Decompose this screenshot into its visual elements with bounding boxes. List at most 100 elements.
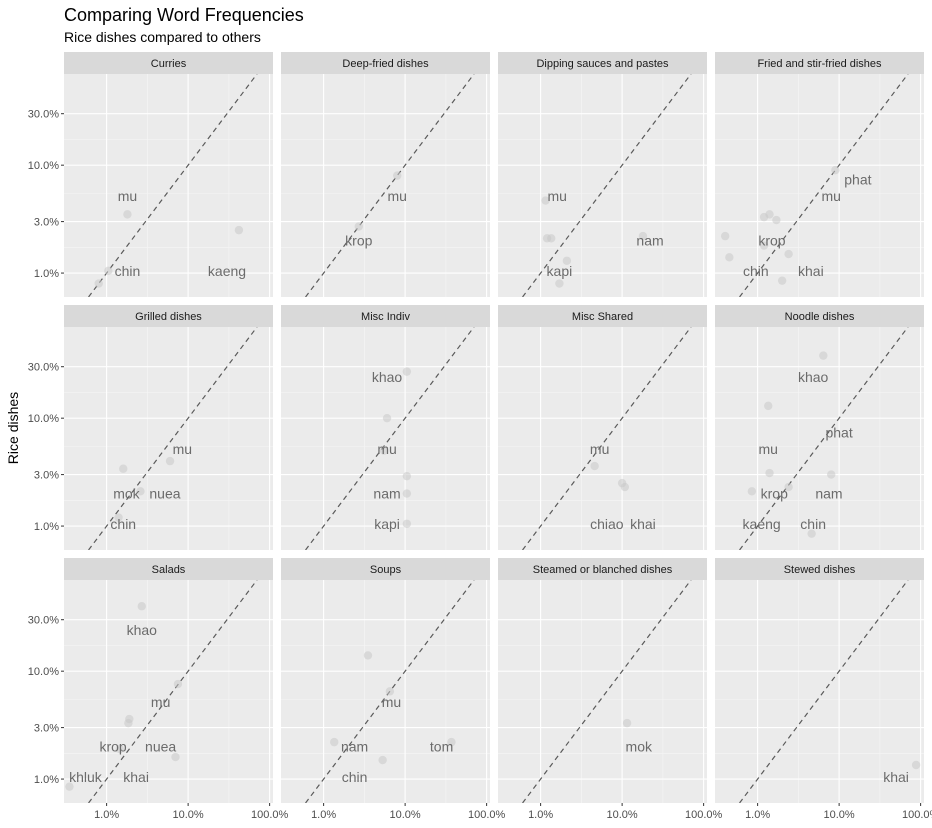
data-point [747,487,757,496]
data-point [777,276,787,285]
strip-background [64,558,273,580]
strip-label: Misc Shared [572,311,633,323]
word-label: khao [127,622,158,638]
word-label: tom [430,739,453,755]
facet-panel-soups: Soups mu nam tom chin 1.0% 10.0% 100.0% [281,558,505,821]
reference-line [88,327,258,550]
data-point [807,529,816,538]
panel-background [498,327,707,550]
panel-background [64,580,273,803]
panel-background [64,327,273,550]
data-point [165,456,175,466]
word-label: khao [798,369,829,385]
chart-subtitle: Rice dishes compared to others [64,29,261,45]
data-point [784,249,793,259]
word-label: kapi [547,263,573,279]
x-tick-label: 1.0% [94,809,119,821]
word-label: khai [798,263,824,279]
data-point [402,367,412,376]
y-tick-label: 10.0% [28,666,59,678]
reference-line [522,580,692,803]
y-tick-label: 1.0% [34,774,59,786]
y-axis-title: Rice dishes [5,392,21,464]
data-point [547,234,556,243]
reference-line [305,74,475,297]
data-point [541,196,550,205]
y-tick-label: 30.0% [28,615,59,627]
x-tick-label: 10.0% [824,809,855,821]
strip-label: Noodle dishes [785,311,855,323]
x-tick-label: 1.0% [528,809,553,821]
panel-background [715,580,924,803]
strip-label: Fried and stir-fried dishes [757,58,882,70]
data-point [173,679,183,689]
strip-background [281,305,490,327]
word-label: mu [590,441,609,457]
strip-background [64,305,273,327]
facet-panel-steamed-or-blanched-dishes: Steamed or blanched dishes mok 1.0% 10.0% 10… [498,558,722,821]
data-point [104,266,113,275]
data-point [115,744,124,754]
data-point [94,279,103,288]
y-tick-label: 1.0% [34,521,59,533]
data-point [725,253,734,262]
word-label: nam [815,486,842,502]
word-label: khai [630,516,656,532]
strip-label: Salads [152,564,186,576]
data-point [720,231,730,241]
x-tick-label: 100.0% [251,809,289,821]
word-label: kaeng [743,516,781,532]
word-label: phat [844,171,871,187]
facet-panel-stewed-dishes: Stewed dishes khai 1.0% 10.0% 100.0% [715,558,932,821]
data-point [765,468,774,478]
data-point [119,464,128,473]
word-label: khao [372,369,403,385]
data-point [136,487,145,496]
word-label: kapi [374,516,400,532]
data-point [354,222,363,231]
reference-line [305,327,475,550]
word-label: mu [759,441,778,457]
reference-line [88,580,258,803]
word-label: mok [626,739,653,755]
data-point [171,752,180,762]
panel-background [281,74,490,297]
data-point [562,256,572,265]
word-label: nuea [145,739,176,755]
x-tick-label: 1.0% [311,809,336,821]
data-point [382,413,392,423]
facet-panel-grilled-dishes: Grilled dishes mu mok nuea chin 1.0% 3.0% 10.0%… [28,305,273,550]
word-label: mu [548,188,567,204]
data-point [620,482,630,492]
data-point [765,210,774,219]
word-label: phat [825,424,852,440]
strip-label: Deep-fried dishes [342,58,429,70]
y-tick-label: 10.0% [28,160,59,172]
strip-background [715,52,924,74]
word-label: mu [382,694,401,710]
data-point [402,471,412,481]
facet-panel-curries: Curries mu chin kaeng 1.0% 3.0% 10.0% 30.0% [28,52,273,297]
data-point [363,651,373,660]
x-tick-label: 10.0% [173,809,204,821]
strip-background [281,52,490,74]
data-point [819,351,828,360]
x-tick-label: 10.0% [607,809,638,821]
data-point [764,401,773,411]
word-label: khai [123,769,149,785]
facet-panel-dipping-sauces-and-pastes: Dipping sauces and pastes mu nam kapi [498,52,707,297]
strip-label: Steamed or blanched dishes [533,564,673,576]
word-label: khluk [69,769,103,785]
y-tick-label: 3.0% [34,217,59,229]
word-label: chin [110,516,136,532]
word-label: mu [173,441,192,457]
reference-line [88,74,258,297]
strip-background [498,558,707,580]
word-label: mu [118,188,137,204]
data-point [772,215,781,225]
strip-label: Dipping sauces and pastes [536,58,669,70]
word-label: mu [377,441,396,457]
strip-background [281,558,490,580]
chart-title: Comparing Word Frequencies [64,5,304,25]
y-tick-label: 3.0% [34,470,59,482]
